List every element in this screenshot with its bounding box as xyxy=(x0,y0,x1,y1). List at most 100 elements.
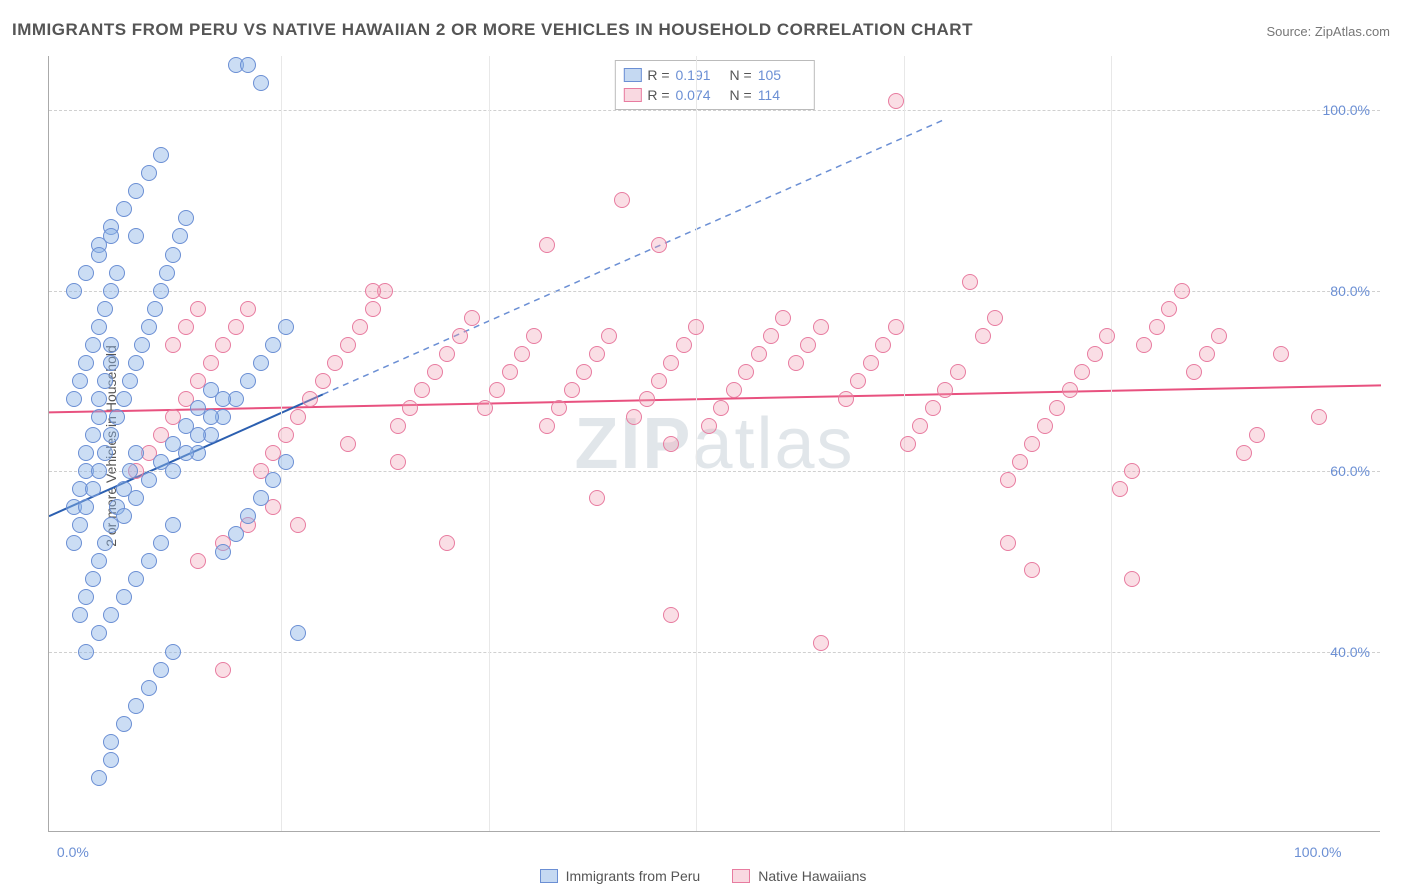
scatter-point xyxy=(78,265,94,281)
scatter-point xyxy=(78,644,94,660)
scatter-point xyxy=(1112,481,1128,497)
scatter-point xyxy=(165,247,181,263)
scatter-point xyxy=(626,409,642,425)
scatter-point xyxy=(539,237,555,253)
scatter-point xyxy=(97,445,113,461)
scatter-point xyxy=(427,364,443,380)
scatter-point xyxy=(352,319,368,335)
scatter-point xyxy=(103,337,119,353)
scatter-point xyxy=(253,75,269,91)
scatter-point xyxy=(1124,463,1140,479)
scatter-point xyxy=(72,373,88,389)
scatter-point xyxy=(365,283,381,299)
scatter-point xyxy=(116,508,132,524)
scatter-point xyxy=(128,571,144,587)
scatter-point xyxy=(1037,418,1053,434)
scatter-point xyxy=(1273,346,1289,362)
scatter-point xyxy=(1000,472,1016,488)
scatter-point xyxy=(153,535,169,551)
legend-item-peru: Immigrants from Peru xyxy=(540,868,701,884)
scatter-point xyxy=(128,183,144,199)
scatter-point xyxy=(663,355,679,371)
scatter-point xyxy=(153,147,169,163)
scatter-point xyxy=(91,625,107,641)
scatter-point xyxy=(66,535,82,551)
scatter-point xyxy=(340,436,356,452)
scatter-point xyxy=(134,337,150,353)
n-value-hawaiian: 114 xyxy=(758,87,806,103)
scatter-point xyxy=(165,517,181,533)
scatter-point xyxy=(937,382,953,398)
scatter-point xyxy=(85,481,101,497)
scatter-point xyxy=(190,553,206,569)
scatter-point xyxy=(141,165,157,181)
scatter-point xyxy=(950,364,966,380)
gridline-horizontal xyxy=(49,652,1380,653)
scatter-point xyxy=(172,228,188,244)
scatter-point xyxy=(1149,319,1165,335)
scatter-point xyxy=(726,382,742,398)
y-tick-label: 40.0% xyxy=(1330,644,1370,660)
scatter-point xyxy=(962,274,978,290)
chart-title: IMMIGRANTS FROM PERU VS NATIVE HAWAIIAN … xyxy=(12,20,973,40)
scatter-point xyxy=(122,463,138,479)
scatter-point xyxy=(1174,283,1190,299)
scatter-point xyxy=(1249,427,1265,443)
scatter-point xyxy=(1024,436,1040,452)
scatter-point xyxy=(85,427,101,443)
scatter-point xyxy=(109,409,125,425)
scatter-point xyxy=(78,445,94,461)
scatter-point xyxy=(888,319,904,335)
correlation-legend: R = 0.191 N = 105 R = 0.074 N = 114 xyxy=(614,60,814,110)
scatter-point xyxy=(165,644,181,660)
scatter-point xyxy=(178,418,194,434)
n-value-peru: 105 xyxy=(758,67,806,83)
scatter-point xyxy=(240,301,256,317)
n-label: N = xyxy=(730,67,752,83)
scatter-point xyxy=(464,310,480,326)
scatter-point xyxy=(128,490,144,506)
scatter-point xyxy=(215,662,231,678)
scatter-point xyxy=(141,553,157,569)
scatter-point xyxy=(159,265,175,281)
gridline-vertical xyxy=(489,56,490,831)
scatter-point xyxy=(1024,562,1040,578)
swatch-blue-icon xyxy=(623,68,641,82)
scatter-point xyxy=(514,346,530,362)
scatter-point xyxy=(502,364,518,380)
scatter-point xyxy=(78,499,94,515)
scatter-point xyxy=(576,364,592,380)
scatter-point xyxy=(589,346,605,362)
n-label: N = xyxy=(730,87,752,103)
scatter-point xyxy=(215,544,231,560)
scatter-point xyxy=(91,463,107,479)
scatter-point xyxy=(203,355,219,371)
swatch-pink-icon xyxy=(732,869,750,883)
scatter-point xyxy=(775,310,791,326)
scatter-point xyxy=(701,418,717,434)
scatter-point xyxy=(539,418,555,434)
scatter-point xyxy=(912,418,928,434)
scatter-point xyxy=(365,301,381,317)
y-tick-label: 80.0% xyxy=(1330,283,1370,299)
scatter-point xyxy=(103,283,119,299)
y-tick-label: 100.0% xyxy=(1323,102,1370,118)
scatter-point xyxy=(128,228,144,244)
scatter-point xyxy=(987,310,1003,326)
scatter-point xyxy=(103,607,119,623)
scatter-point xyxy=(153,454,169,470)
scatter-point xyxy=(302,391,318,407)
scatter-point xyxy=(800,337,816,353)
scatter-point xyxy=(122,373,138,389)
trend-lines-svg xyxy=(49,56,1381,832)
scatter-point xyxy=(240,373,256,389)
scatter-point xyxy=(78,589,94,605)
scatter-point xyxy=(203,382,219,398)
scatter-point xyxy=(153,662,169,678)
scatter-point xyxy=(875,337,891,353)
scatter-point xyxy=(390,454,406,470)
scatter-point xyxy=(589,490,605,506)
scatter-point xyxy=(390,418,406,434)
scatter-point xyxy=(278,454,294,470)
scatter-point xyxy=(1161,301,1177,317)
